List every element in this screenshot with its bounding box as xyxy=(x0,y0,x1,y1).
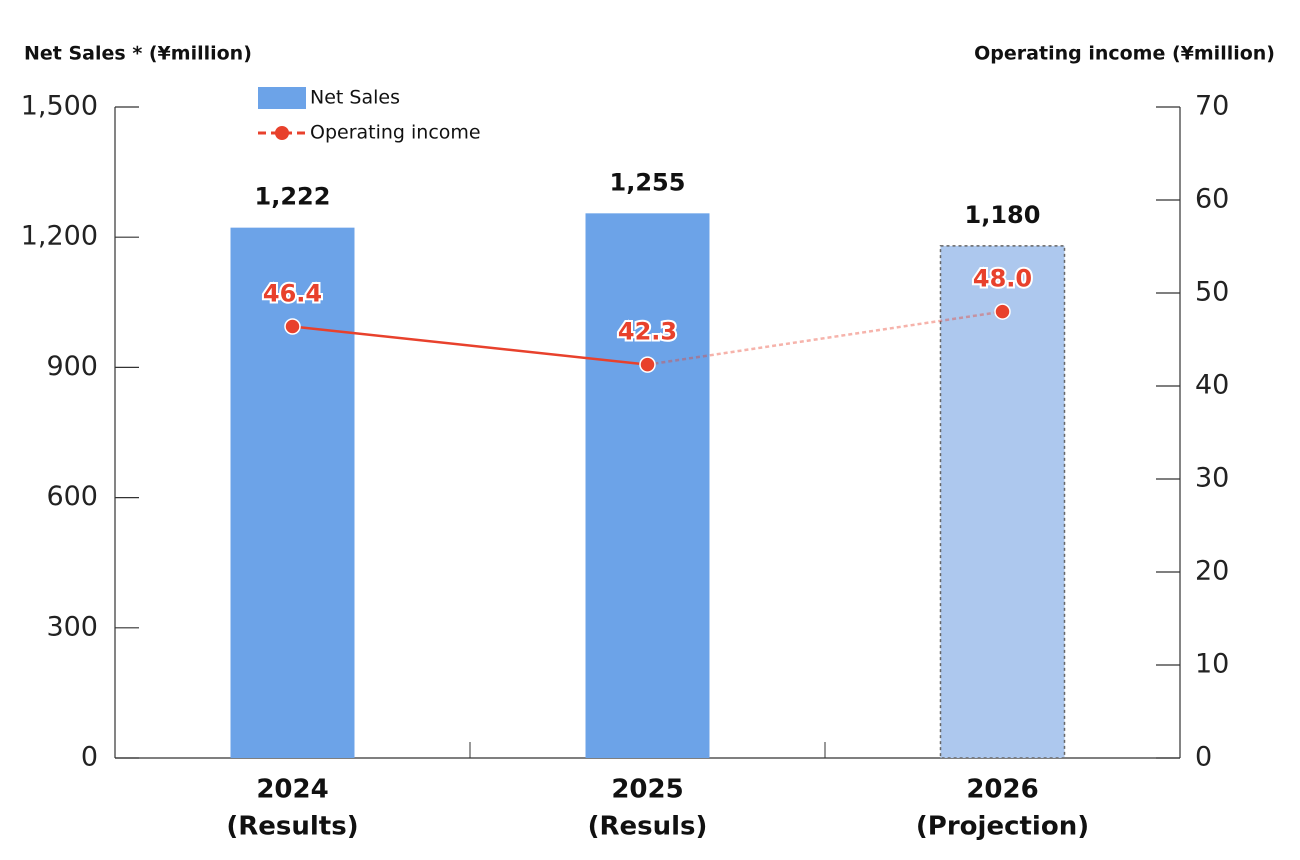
y2-tick-label: 0 xyxy=(1195,742,1212,773)
legend-label: Operating income xyxy=(310,122,481,144)
y2-tick-label: 40 xyxy=(1195,370,1229,401)
y-tick-label: 300 xyxy=(46,611,98,642)
line-value-label: 46.4 xyxy=(263,279,322,307)
bar-value-label: 1,255 xyxy=(610,168,686,196)
x-tick-label: 2025 xyxy=(611,775,683,805)
y2-tick-label: 20 xyxy=(1195,556,1229,587)
line-value-label: 48.0 xyxy=(973,265,1032,293)
bar-value-label: 1,180 xyxy=(965,201,1041,229)
x-tick-note: (Results) xyxy=(226,812,358,842)
y2-tick-label: 70 xyxy=(1195,91,1229,122)
x-tick-note: (Resuls) xyxy=(588,812,708,842)
line-point xyxy=(284,318,301,335)
y2-tick-label: 10 xyxy=(1195,649,1229,680)
x-tick-label: 2024 xyxy=(256,775,328,805)
y-tick-label: 600 xyxy=(46,481,98,512)
line-value-label: 42.3 xyxy=(618,318,677,346)
line-point xyxy=(639,356,656,373)
line-segment xyxy=(647,310,1003,366)
y2-tick-label: 60 xyxy=(1195,184,1229,215)
y-tick-label: 1,500 xyxy=(21,91,98,122)
y-tick-label: 0 xyxy=(81,742,98,773)
y-tick-label: 1,200 xyxy=(21,221,98,252)
y2-tick-label: 30 xyxy=(1195,463,1229,494)
legend-swatch xyxy=(258,87,306,109)
y2-axis-title: Operating income (¥million) xyxy=(974,43,1275,65)
y-axis-title: Net Sales * (¥million) xyxy=(24,43,252,65)
bar xyxy=(230,227,355,759)
y2-tick-label: 50 xyxy=(1195,277,1229,308)
line-point xyxy=(994,303,1011,320)
x-tick-note: (Projection) xyxy=(916,812,1089,842)
legend-label: Net Sales xyxy=(310,87,400,109)
bar-value-label: 1,222 xyxy=(255,183,331,211)
x-tick-label: 2026 xyxy=(966,775,1038,805)
bar xyxy=(939,245,1066,759)
line-segment xyxy=(292,325,648,366)
bar xyxy=(585,213,710,758)
y-tick-label: 900 xyxy=(46,351,98,382)
legend-swatch xyxy=(275,126,289,140)
